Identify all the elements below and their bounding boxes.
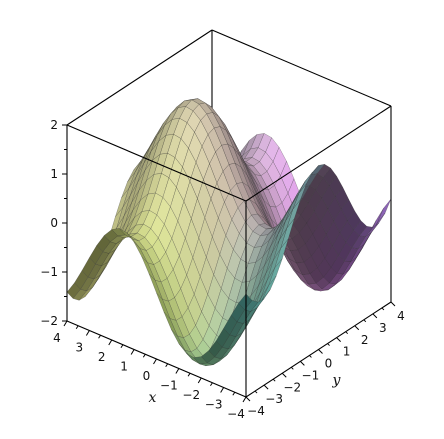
surface-mesh bbox=[66, 98, 392, 367]
x-axis-label: x bbox=[149, 390, 157, 406]
y-minor-tick bbox=[290, 366, 294, 370]
y-tick bbox=[372, 313, 378, 319]
y-tick-label: 4 bbox=[397, 309, 405, 323]
x-minor-tick bbox=[98, 334, 101, 339]
x-tick-label: −1 bbox=[160, 379, 178, 393]
y-tick bbox=[390, 301, 396, 307]
y-tick bbox=[281, 372, 287, 378]
z-tick-label: −1 bbox=[40, 265, 58, 279]
x-tick-label: 2 bbox=[98, 350, 106, 364]
x-tick-label: 0 bbox=[143, 369, 151, 383]
surface-patch bbox=[377, 198, 392, 223]
z-tick-label: 2 bbox=[50, 118, 58, 132]
y-minor-tick bbox=[254, 390, 258, 394]
x-tick bbox=[85, 330, 90, 336]
surface-patch bbox=[238, 293, 253, 310]
y-tick bbox=[245, 396, 251, 402]
x-tick bbox=[108, 339, 113, 346]
x-tick-label: 4 bbox=[53, 331, 61, 345]
y-tick-label: −4 bbox=[247, 404, 265, 418]
y-tick-label: −2 bbox=[283, 380, 301, 394]
x-minor-tick bbox=[165, 363, 169, 368]
x-axis: 4 321 0 −1 −2 −3 −4 bbox=[53, 320, 247, 421]
x-tick-label: 1 bbox=[120, 360, 128, 374]
box-edge bbox=[66, 124, 247, 202]
box-edge bbox=[66, 29, 213, 126]
x-tick bbox=[197, 377, 202, 384]
y-tick-label: 0 bbox=[325, 357, 333, 371]
y-tick-label: 2 bbox=[361, 333, 369, 347]
y-tick-label: 3 bbox=[379, 321, 387, 335]
y-minor-tick bbox=[327, 343, 330, 346]
x-minor-tick bbox=[75, 325, 79, 330]
z-tick-label: 0 bbox=[50, 216, 58, 230]
x-tick-label: −3 bbox=[205, 398, 223, 412]
y-axis-label: y bbox=[332, 373, 342, 389]
x-tick-label: 3 bbox=[76, 341, 84, 355]
y-tick-label: −3 bbox=[265, 392, 283, 406]
z-axis: 2 1 0 −1 −2 bbox=[40, 118, 67, 328]
z-tick-label: −2 bbox=[40, 314, 58, 328]
x-minor-tick bbox=[210, 382, 213, 387]
x-minor-tick bbox=[232, 391, 236, 396]
y-minor-tick bbox=[363, 319, 367, 323]
x-tick bbox=[175, 368, 180, 374]
y-minor-tick bbox=[381, 307, 385, 311]
y-tick bbox=[336, 337, 341, 342]
y-tick bbox=[318, 349, 323, 354]
y-minor-tick bbox=[309, 355, 312, 358]
x-tick bbox=[220, 387, 225, 393]
x-tick bbox=[153, 358, 157, 365]
y-tick bbox=[300, 361, 305, 366]
x-tick bbox=[63, 320, 68, 327]
x-minor-tick bbox=[120, 344, 124, 349]
y-tick-label: 1 bbox=[343, 345, 351, 359]
x-tick bbox=[242, 396, 247, 403]
x-minor-tick bbox=[142, 353, 146, 358]
y-tick bbox=[263, 384, 269, 390]
y-tick bbox=[354, 325, 360, 331]
x-tick-label: −4 bbox=[227, 407, 245, 421]
x-tick-label: −2 bbox=[182, 388, 200, 402]
box-edge bbox=[211, 29, 392, 107]
box-edge bbox=[245, 105, 392, 202]
y-tick-label: −1 bbox=[302, 368, 320, 382]
z-tick-label: 1 bbox=[50, 167, 58, 181]
y-minor-tick bbox=[272, 378, 276, 382]
x-tick bbox=[130, 349, 135, 355]
y-minor-tick bbox=[345, 331, 349, 335]
x-minor-tick bbox=[187, 372, 191, 377]
